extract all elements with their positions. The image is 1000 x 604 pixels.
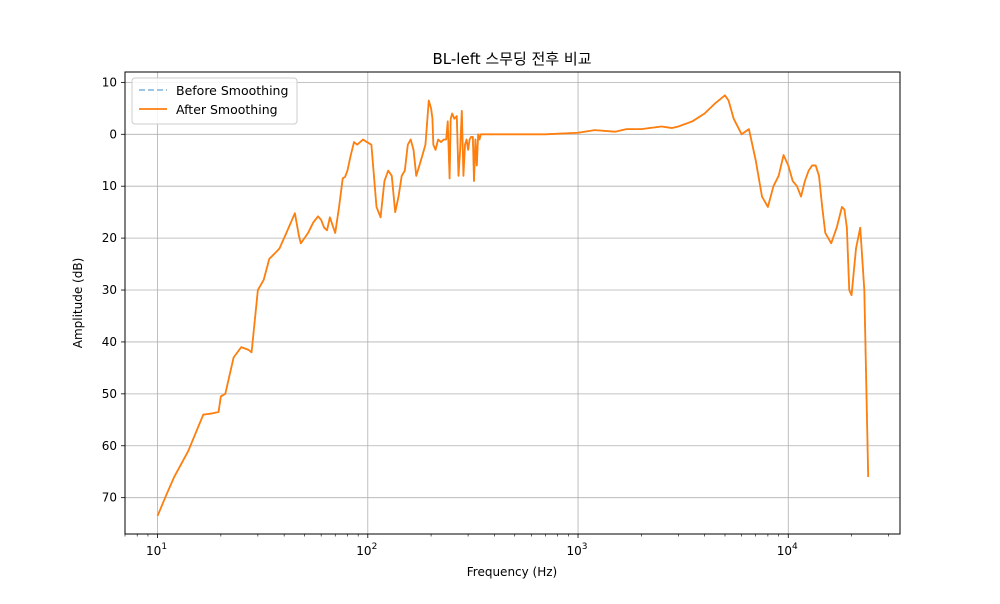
chart-title: BL-left 스무딩 전후 비교 [433,50,592,68]
x-tick-label: 101 [146,542,167,558]
x-axis-label: Frequency (Hz) [467,565,558,579]
x-tick-label: 104 [777,542,798,558]
legend-label-before: Before Smoothing [176,83,288,98]
x-tick-label: 102 [356,542,377,558]
y-tick-label: 20 [102,231,117,245]
y-tick-label: 70 [102,491,117,505]
legend: Before Smoothing After Smoothing [132,78,297,124]
y-tick-label: 0 [109,127,117,141]
y-tick-label: 10 [102,179,117,193]
y-tick-label: 40 [102,335,117,349]
y-tick-label: 30 [102,283,117,297]
plot-frame [125,72,900,534]
y-tick-label: 60 [102,439,117,453]
x-tick-label: 103 [567,542,588,558]
y-axis-label: Amplitude (dB) [71,258,85,349]
grid-layer [125,72,900,534]
y-tick-label: 50 [102,387,117,401]
series-line-before [158,95,869,515]
y-tick-label: 10 [102,75,117,89]
axis-layer: 101 102 103 104 10 0 10 20 30 40 50 60 70 [102,75,889,558]
legend-label-after: After Smoothing [176,102,278,117]
series-layer [158,95,869,515]
series-line-after [158,95,869,515]
